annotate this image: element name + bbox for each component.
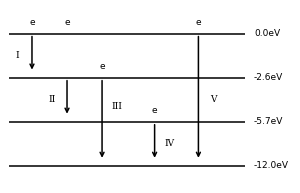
Text: I: I: [16, 51, 19, 60]
Text: V: V: [210, 95, 216, 104]
Text: -5.7eV: -5.7eV: [254, 117, 283, 126]
Text: 0.0eV: 0.0eV: [254, 29, 280, 38]
Text: IV: IV: [164, 139, 174, 148]
Text: e: e: [64, 18, 70, 27]
Text: II: II: [49, 95, 56, 104]
Text: -2.6eV: -2.6eV: [254, 73, 283, 82]
Text: e: e: [29, 18, 35, 27]
Text: e: e: [152, 106, 158, 115]
Text: e: e: [196, 18, 201, 27]
Text: III: III: [111, 102, 122, 111]
Text: -12.0eV: -12.0eV: [254, 162, 289, 170]
Text: e: e: [99, 62, 105, 71]
